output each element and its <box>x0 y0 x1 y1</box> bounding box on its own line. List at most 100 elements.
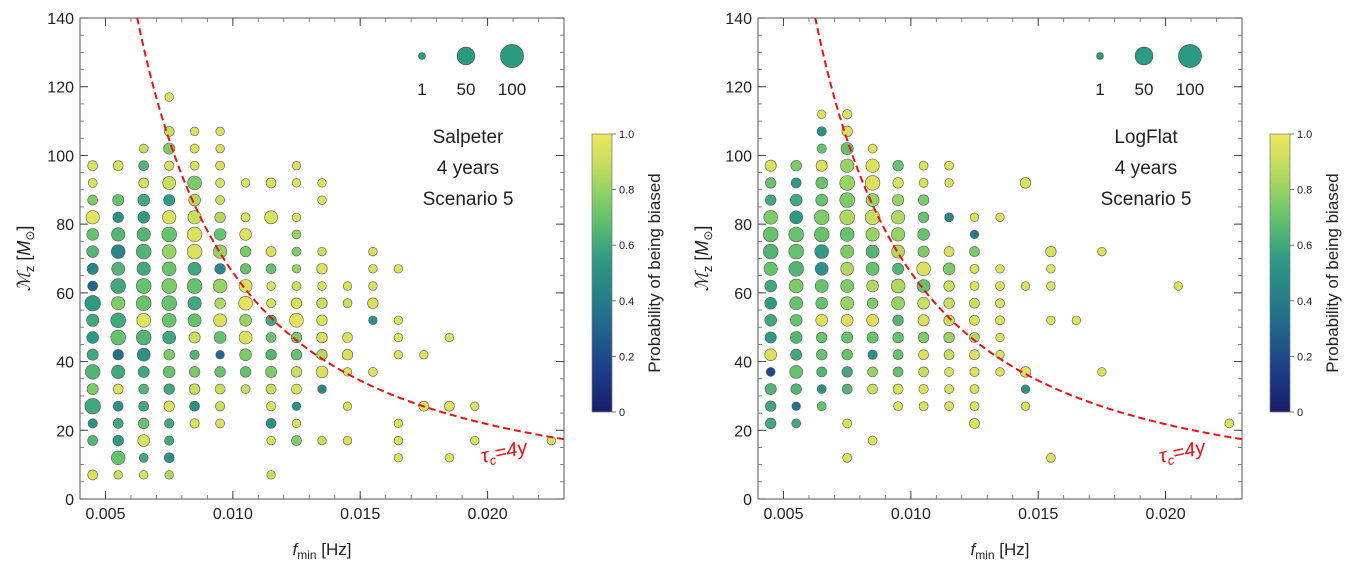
data-point <box>189 400 200 412</box>
data-point <box>162 330 176 345</box>
data-point <box>290 349 303 361</box>
data-point <box>893 401 903 412</box>
data-point <box>916 261 931 276</box>
data-point <box>892 262 904 275</box>
data-point <box>136 227 151 242</box>
y-tick-label: 140 <box>725 11 752 28</box>
data-point <box>944 384 954 394</box>
data-point <box>110 244 126 259</box>
data-point <box>841 383 853 395</box>
data-point <box>916 279 931 293</box>
data-point <box>110 312 126 328</box>
data-point <box>164 160 175 171</box>
y-label-unit-close: ] <box>692 226 712 231</box>
data-point <box>189 383 201 395</box>
data-point <box>917 228 930 241</box>
data-point <box>393 436 404 446</box>
data-point <box>816 401 827 412</box>
y-label-unit-sub: ⊙ <box>23 231 37 241</box>
y-label-unit-m: M <box>14 241 34 256</box>
data-point <box>1071 315 1081 325</box>
data-point <box>789 331 803 344</box>
data-point <box>393 453 404 463</box>
data-point <box>917 194 930 206</box>
data-point <box>841 366 853 378</box>
size-legend-marker <box>418 52 426 60</box>
data-point <box>842 452 853 463</box>
data-point <box>1019 177 1032 189</box>
data-point <box>892 366 904 378</box>
data-point <box>1046 315 1056 325</box>
data-point <box>342 332 353 343</box>
data-point <box>290 366 303 378</box>
data-point <box>187 261 202 276</box>
data-point <box>190 126 200 136</box>
data-point <box>110 329 126 346</box>
data-point <box>842 418 853 429</box>
data-point <box>816 366 828 378</box>
data-point <box>1046 264 1056 274</box>
data-point <box>87 178 98 188</box>
data-point <box>867 349 878 360</box>
data-point <box>917 211 930 223</box>
data-point <box>86 228 99 241</box>
data-point <box>266 298 276 309</box>
data-point <box>944 401 954 412</box>
data-point <box>291 178 302 188</box>
data-point <box>291 246 302 257</box>
data-point <box>266 281 276 291</box>
data-point <box>291 229 302 240</box>
tau-label-sub: c <box>1166 452 1176 468</box>
y-label-unit-sub: ⊙ <box>701 231 715 241</box>
data-point <box>1020 401 1031 411</box>
x-label-sub: min <box>975 548 994 562</box>
x-label-sub: min <box>297 548 316 562</box>
data-point <box>969 314 980 326</box>
data-point <box>866 279 879 293</box>
data-point <box>86 313 100 327</box>
data-points <box>84 92 556 481</box>
data-point <box>367 297 379 309</box>
data-point <box>136 278 152 294</box>
y-tick-label: 120 <box>725 80 752 97</box>
data-point <box>840 261 855 276</box>
data-point <box>995 367 1005 377</box>
data-point <box>763 210 778 225</box>
data-point <box>969 401 980 412</box>
data-point <box>788 261 804 277</box>
data-point <box>163 452 175 464</box>
y-tick-label: 0 <box>65 492 74 509</box>
data-point <box>918 160 929 171</box>
data-point <box>918 178 929 188</box>
data-point <box>764 297 777 310</box>
data-point <box>162 244 177 259</box>
data-point <box>815 193 828 207</box>
data-point <box>266 401 277 412</box>
data-point <box>865 261 880 276</box>
data-point <box>213 228 227 241</box>
colorbar-label: Probability of being biased <box>1323 173 1342 372</box>
data-point <box>815 314 828 327</box>
data-point <box>163 365 176 379</box>
data-point <box>840 296 855 311</box>
data-point <box>764 348 777 361</box>
data-point <box>187 296 202 311</box>
data-point <box>393 264 404 274</box>
data-point <box>969 384 980 394</box>
data-point <box>790 177 802 189</box>
data-point <box>891 227 906 242</box>
colorbar-tick-label: 0.4 <box>1297 296 1312 308</box>
x-tick-label: 0.005 <box>85 506 125 523</box>
colorbar-tick-label: 0.2 <box>619 351 634 363</box>
data-point <box>840 279 855 293</box>
data-point <box>162 261 177 276</box>
data-point <box>470 401 480 411</box>
data-point <box>266 436 276 446</box>
data-point <box>137 193 150 207</box>
data-point <box>187 313 202 328</box>
data-point <box>265 418 277 429</box>
size-legend-label: 100 <box>498 80 526 99</box>
data-point <box>943 331 955 344</box>
data-point <box>1046 452 1056 463</box>
